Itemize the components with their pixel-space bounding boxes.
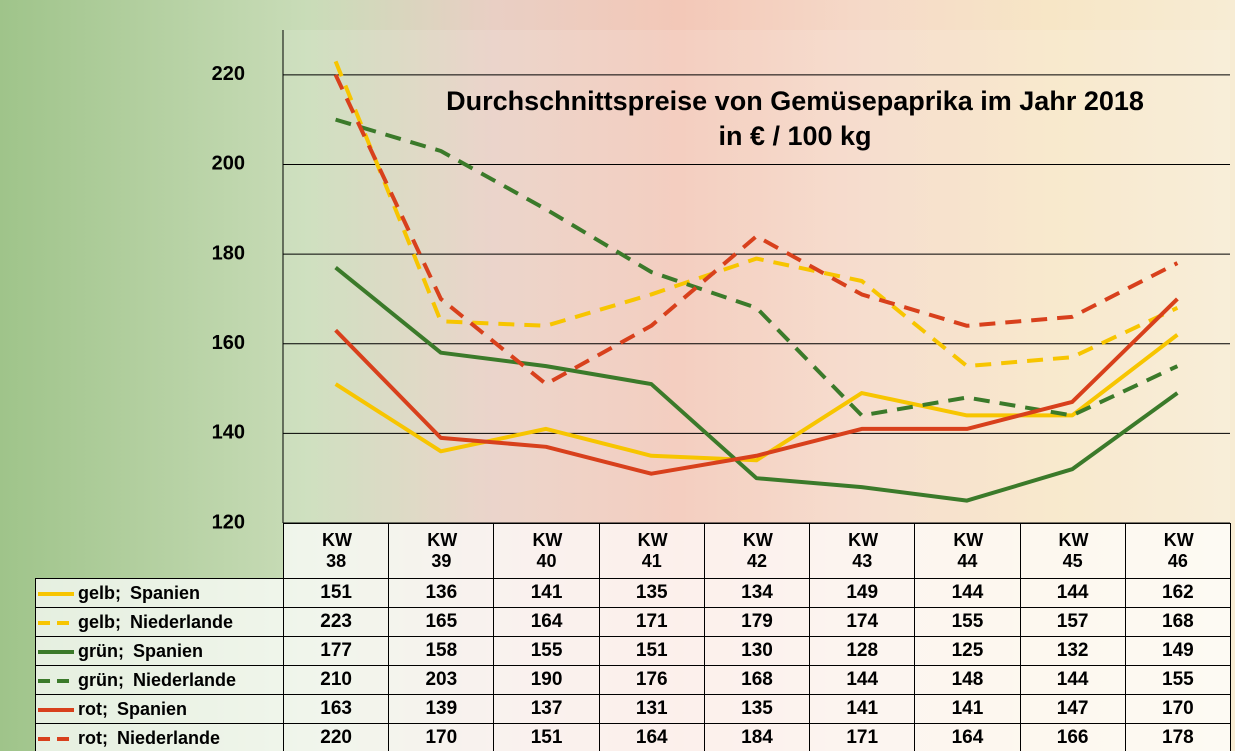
legend-entry: gelb; Niederlande [36, 608, 284, 637]
value-cell: 168 [1125, 608, 1230, 637]
x-tick-label: KW 44 [915, 524, 1020, 579]
value-cell: 176 [599, 666, 704, 695]
value-cell: 139 [389, 695, 494, 724]
x-tick-label: KW 40 [494, 524, 599, 579]
value-cell: 190 [494, 666, 599, 695]
value-cell: 149 [810, 579, 915, 608]
value-cell: 170 [389, 724, 494, 751]
chart-subtitle: in € / 100 kg [718, 121, 871, 151]
value-cell: 158 [389, 637, 494, 666]
value-cell: 157 [1020, 608, 1125, 637]
value-cell: 130 [704, 637, 809, 666]
value-cell: 147 [1020, 695, 1125, 724]
table-row: rot; Niederlande220170151164184171164166… [36, 724, 1231, 751]
value-cell: 135 [599, 579, 704, 608]
x-tick-label: KW 38 [284, 524, 389, 579]
legend-label: gelb; Spanien [78, 583, 200, 603]
legend-entry: grün; Spanien [36, 637, 284, 666]
page: Durchschnittspreise von Gemüsepaprika im… [0, 0, 1235, 751]
value-cell: 155 [1125, 666, 1230, 695]
legend-swatch [36, 675, 76, 687]
legend-swatch [36, 617, 76, 629]
legend-label: rot; Spanien [78, 699, 187, 719]
value-cell: 171 [810, 724, 915, 751]
value-cell: 137 [494, 695, 599, 724]
y-tick-label: 160 [212, 332, 245, 354]
value-cell: 135 [704, 695, 809, 724]
x-tick-label: KW 43 [810, 524, 915, 579]
value-cell: 151 [599, 637, 704, 666]
value-cell: 128 [810, 637, 915, 666]
value-cell: 171 [599, 608, 704, 637]
x-tick-label: KW 45 [1020, 524, 1125, 579]
value-cell: 132 [1020, 637, 1125, 666]
value-cell: 141 [915, 695, 1020, 724]
value-cell: 134 [704, 579, 809, 608]
value-cell: 179 [704, 608, 809, 637]
legend-entry: rot; Spanien [36, 695, 284, 724]
legend-swatch [36, 646, 76, 658]
value-cell: 141 [494, 579, 599, 608]
value-cell: 144 [810, 666, 915, 695]
value-cell: 223 [284, 608, 389, 637]
value-cell: 177 [284, 637, 389, 666]
value-cell: 155 [494, 637, 599, 666]
legend-label: grün; Niederlande [78, 670, 236, 690]
legend-label: grün; Spanien [78, 641, 203, 661]
value-cell: 144 [915, 579, 1020, 608]
value-cell: 148 [915, 666, 1020, 695]
value-cell: 136 [389, 579, 494, 608]
legend-label: gelb; Niederlande [78, 612, 233, 632]
value-cell: 163 [284, 695, 389, 724]
value-cell: 210 [284, 666, 389, 695]
value-cell: 131 [599, 695, 704, 724]
value-cell: 203 [389, 666, 494, 695]
legend-entry: rot; Niederlande [36, 724, 284, 751]
value-cell: 178 [1125, 724, 1230, 751]
value-cell: 168 [704, 666, 809, 695]
y-tick-label: 200 [212, 153, 245, 175]
value-cell: 141 [810, 695, 915, 724]
y-tick-label: 220 [212, 63, 245, 85]
legend-entry: gelb; Spanien [36, 579, 284, 608]
legend-swatch [36, 704, 76, 716]
legend-entry: grün; Niederlande [36, 666, 284, 695]
value-cell: 162 [1125, 579, 1230, 608]
value-cell: 220 [284, 724, 389, 751]
value-cell: 151 [494, 724, 599, 751]
chart-title: Durchschnittspreise von Gemüsepaprika im… [446, 86, 1144, 116]
value-cell: 144 [1020, 579, 1125, 608]
value-cell: 166 [1020, 724, 1125, 751]
x-tick-label: KW 39 [389, 524, 494, 579]
value-cell: 149 [1125, 637, 1230, 666]
corner-cell [36, 524, 284, 579]
value-cell: 125 [915, 637, 1020, 666]
value-cell: 165 [389, 608, 494, 637]
legend-swatch [36, 588, 76, 600]
value-cell: 164 [494, 608, 599, 637]
value-cell: 164 [599, 724, 704, 751]
value-cell: 174 [810, 608, 915, 637]
y-tick-label: 140 [212, 422, 245, 444]
value-cell: 170 [1125, 695, 1230, 724]
value-cell: 155 [915, 608, 1020, 637]
value-cell: 164 [915, 724, 1020, 751]
value-cell: 184 [704, 724, 809, 751]
x-tick-label: KW 46 [1125, 524, 1230, 579]
legend-swatch [36, 733, 76, 745]
y-tick-label: 180 [212, 242, 245, 264]
x-tick-label: KW 42 [704, 524, 809, 579]
value-cell: 151 [284, 579, 389, 608]
x-tick-label: KW 41 [599, 524, 704, 579]
value-cell: 144 [1020, 666, 1125, 695]
legend-label: rot; Niederlande [78, 728, 220, 748]
